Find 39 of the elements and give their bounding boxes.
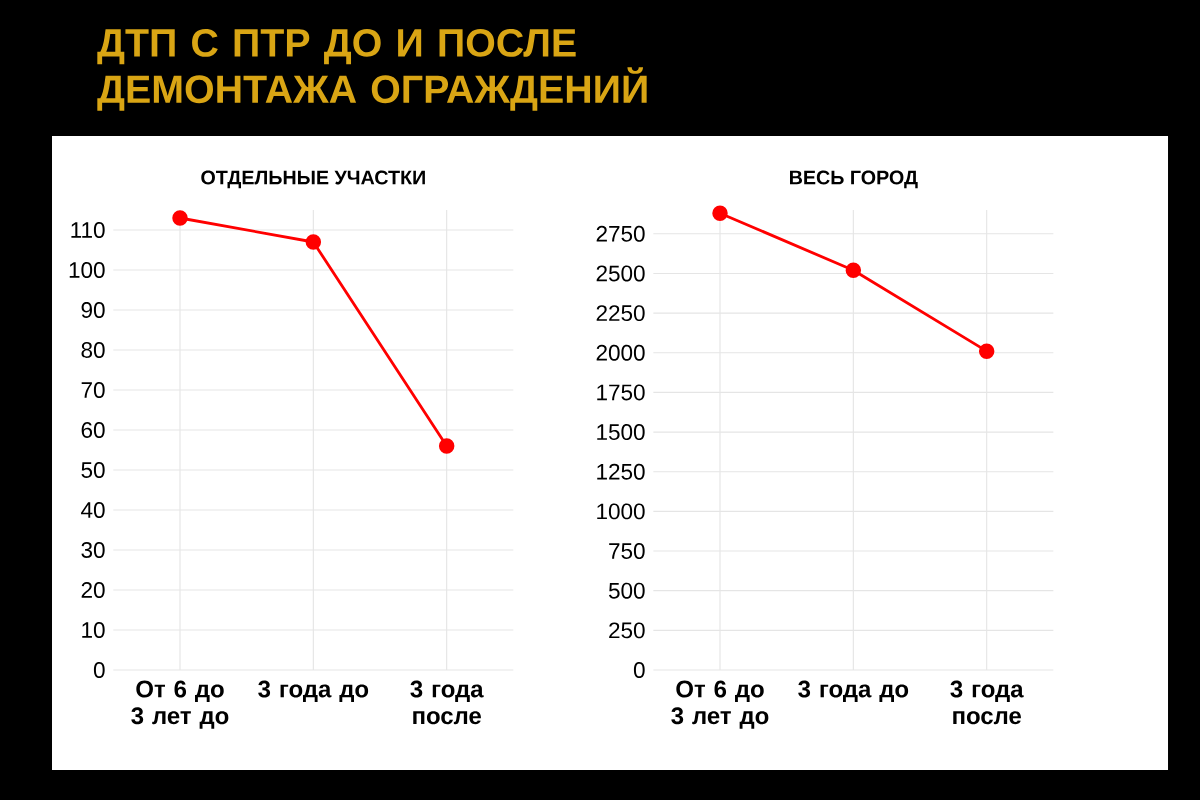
text: ДТП С ПТР ДО И ПОСЛЕ ДЕМОНТАЖА ОГРАЖДЕНИЙ xyxy=(97,28,647,111)
y-tick-label: 2750 xyxy=(596,225,645,242)
chart-title: ОТДЕЛЬНЫЕ УЧАСТКИ xyxy=(201,170,425,189)
y-tick-label: 1250 xyxy=(597,463,645,480)
x-tick-label: От 6 до 3 лет до xyxy=(131,680,229,729)
y-tick-label: 2500 xyxy=(596,265,645,282)
y-tick-label: 40 xyxy=(81,502,105,518)
y-tick-label: 50 xyxy=(81,462,105,478)
y-tick-label: 0 xyxy=(633,662,645,678)
x-tick-label: 3 года до xyxy=(258,680,369,703)
y-tick-label: 750 xyxy=(609,543,645,559)
y-tick-label: 70 xyxy=(81,382,105,398)
y-tick-label: 250 xyxy=(609,622,645,639)
point xyxy=(172,210,188,226)
y-tick-label: 10 xyxy=(82,622,105,638)
y-tick-label: 1000 xyxy=(597,503,645,520)
x-tick-label: 3 года после xyxy=(410,680,484,725)
point xyxy=(305,234,322,250)
y-tick-label: 2000 xyxy=(596,344,645,361)
x-tick-label: 3 года до xyxy=(798,680,909,703)
point xyxy=(978,343,995,359)
x-tick-label: От 6 до 3 лет до xyxy=(671,680,769,729)
chart-title: ВЕСЬ ГОРОД xyxy=(790,170,918,189)
y-tick-label: 1750 xyxy=(597,384,645,401)
y-tick-label: 500 xyxy=(608,582,645,599)
y-tick-label: 0 xyxy=(93,662,105,678)
y-tick-label: 100 xyxy=(69,262,105,278)
y-tick-label: 2250 xyxy=(596,305,645,322)
y-tick-label: 90 xyxy=(81,302,105,318)
y-tick-label: 30 xyxy=(81,542,105,558)
point xyxy=(712,205,728,221)
y-tick-label: 20 xyxy=(81,582,105,598)
y-tick-label: 80 xyxy=(81,342,105,358)
x-tick-label: 3 года после xyxy=(950,680,1024,725)
point xyxy=(845,262,862,279)
y-tick-label: 1500 xyxy=(597,424,645,441)
point xyxy=(438,438,455,454)
y-tick-label: 60 xyxy=(81,422,105,438)
y-tick-label: 110 xyxy=(71,222,105,238)
